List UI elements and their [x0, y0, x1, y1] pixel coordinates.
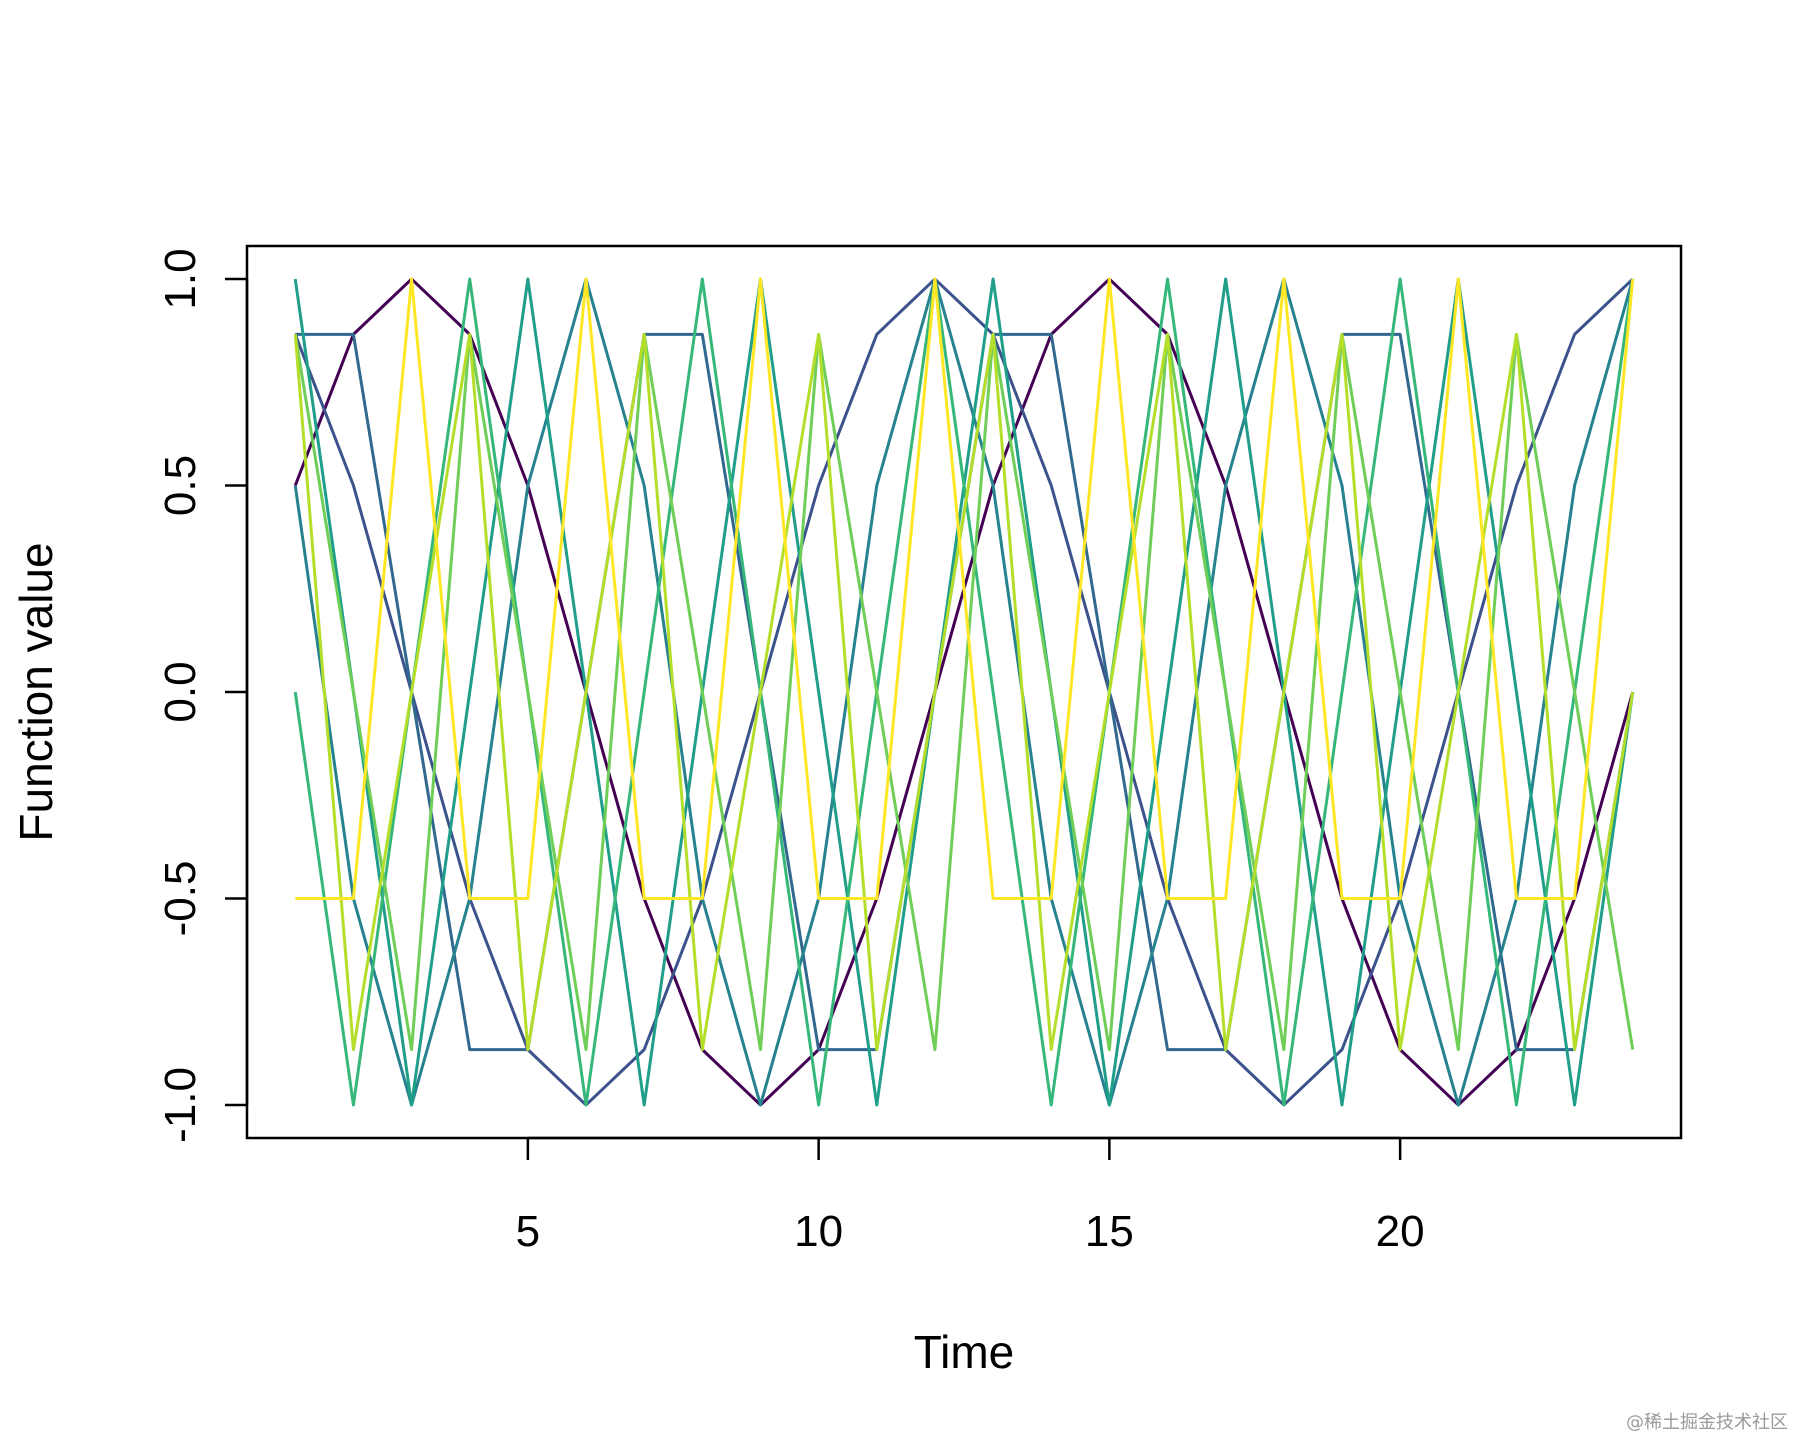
- x-axis-title: Time: [914, 1326, 1015, 1378]
- y-tick-label: 0.5: [156, 455, 205, 516]
- y-tick-label: 0.0: [156, 661, 205, 722]
- series-line-7: [293, 332, 1635, 1052]
- watermark: @稀土掘金技术社区: [1626, 1412, 1788, 1433]
- series-line-8: [293, 332, 1635, 1052]
- series-line-9: [295, 277, 1635, 900]
- y-axis-title: Function value: [10, 542, 62, 841]
- x-tick-label: 10: [794, 1207, 843, 1256]
- y-tick-label: 1.0: [156, 248, 205, 309]
- x-tick-label: 20: [1376, 1207, 1425, 1256]
- series-line-4: [293, 277, 1635, 1107]
- y-tick-label: -0.5: [156, 861, 205, 937]
- x-tick-label: 15: [1085, 1207, 1134, 1256]
- y-tick-label: -1.0: [156, 1067, 205, 1143]
- x-axis: 5 10 15 20: [516, 1136, 1425, 1256]
- x-tick-label: 5: [516, 1207, 540, 1256]
- series-line-2: [293, 277, 1634, 1107]
- y-axis: -1.0 -0.5 0.0 0.5 1.0: [156, 248, 249, 1143]
- series-layer: [293, 277, 1635, 1107]
